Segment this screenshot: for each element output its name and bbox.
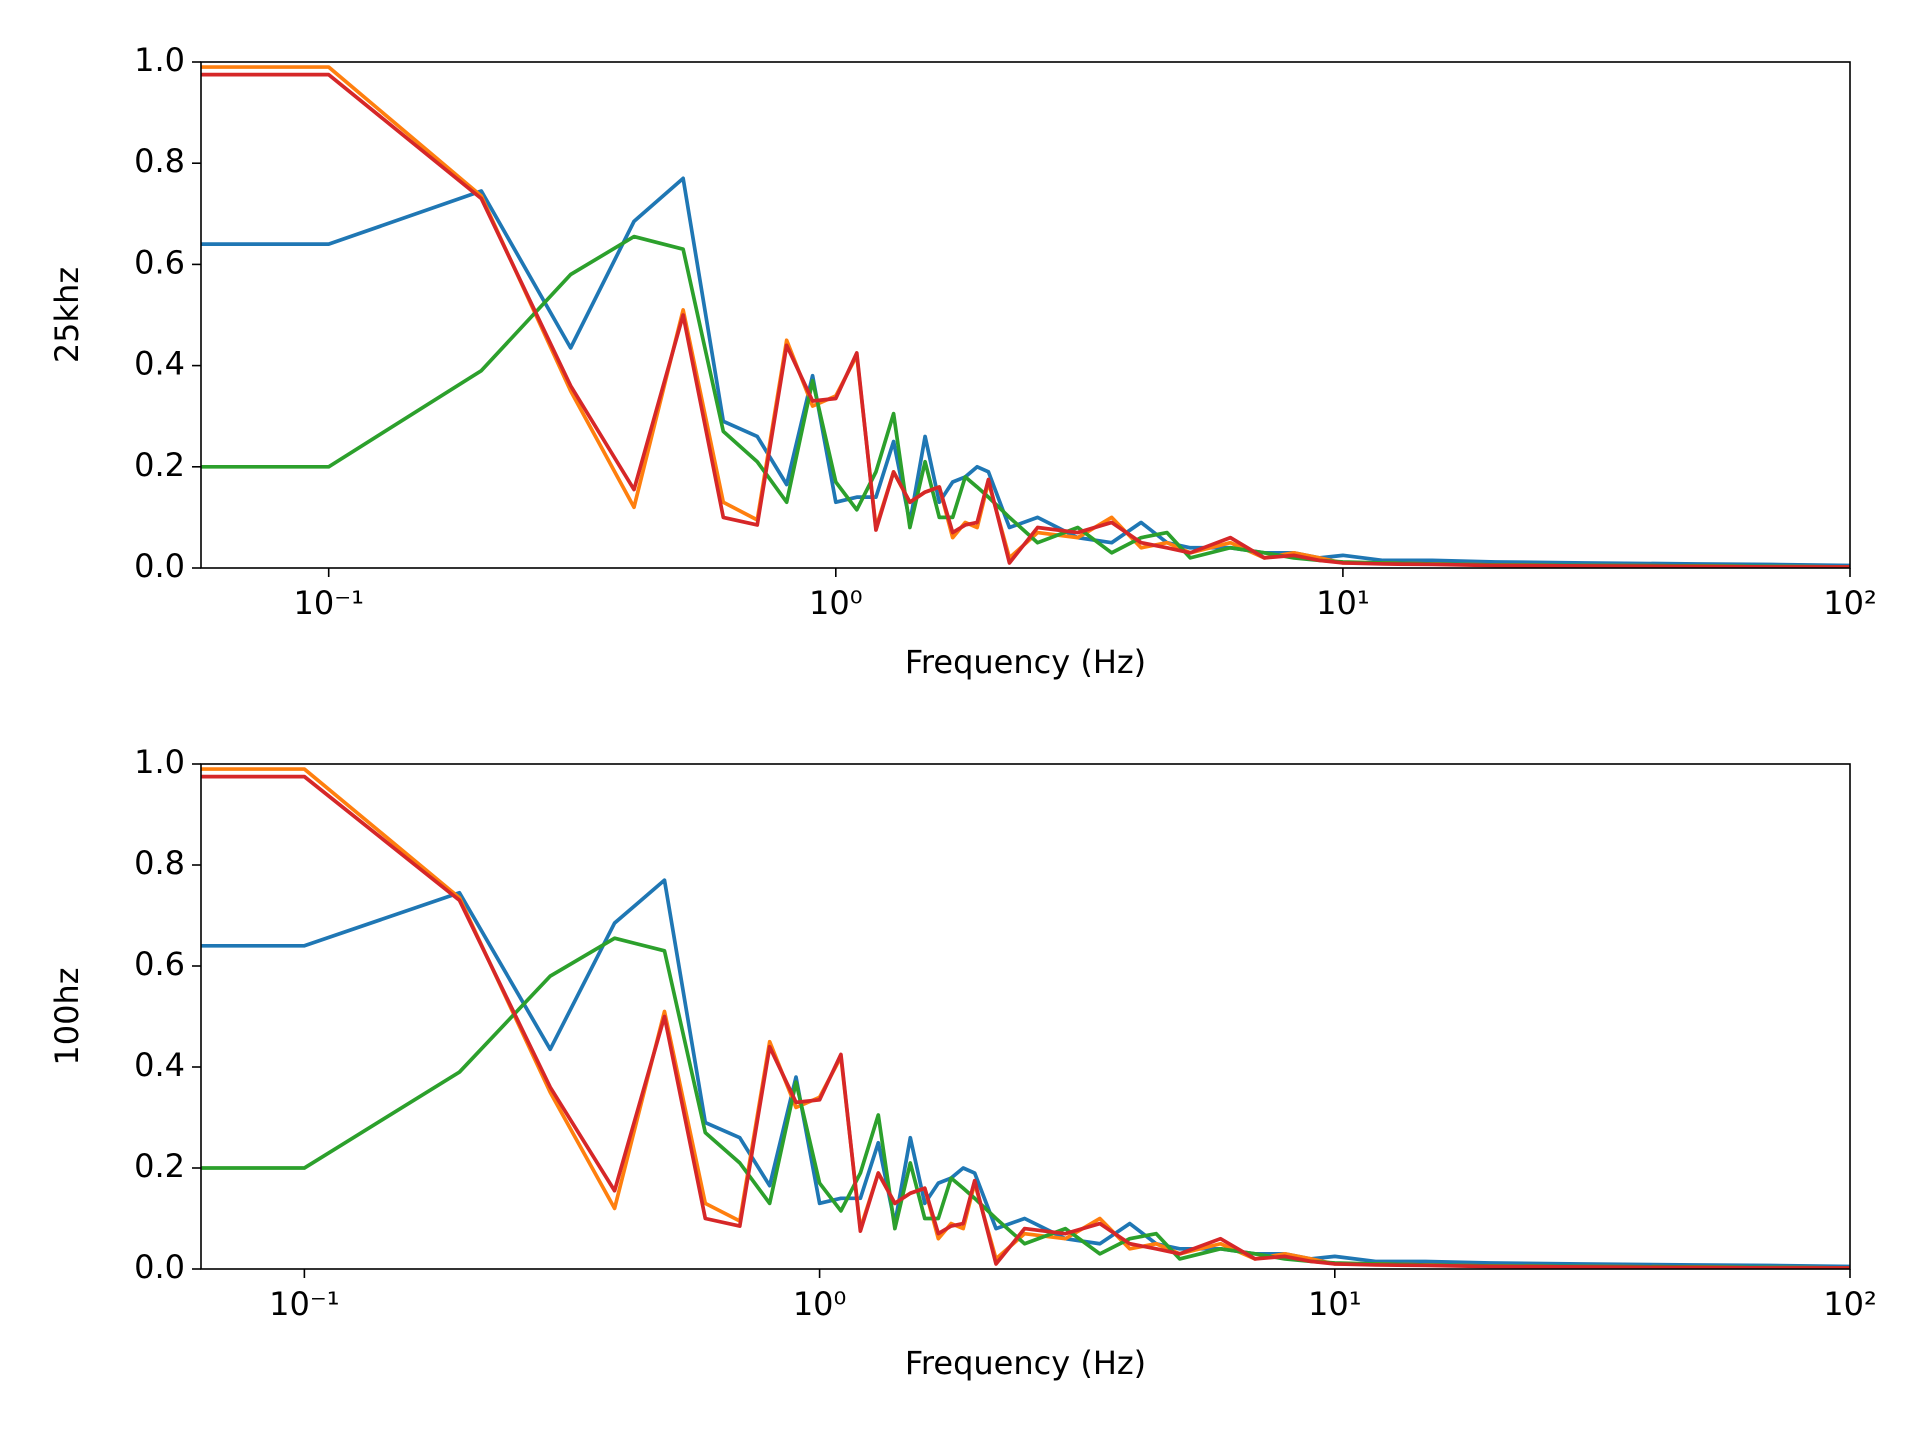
y-tick-label: 0.6: [134, 243, 185, 281]
series-line: [201, 65, 1850, 568]
series-line: [201, 878, 1850, 1269]
y-tick-label: 0.8: [134, 142, 185, 180]
axes-frame: [200, 61, 1851, 569]
y-tick-label: 0.8: [134, 844, 185, 882]
y-tick-label: 0.0: [134, 1248, 185, 1286]
x-tick-label: 10⁻¹: [269, 1285, 339, 1323]
y-tick-label: 0.2: [134, 446, 185, 484]
y-tick-label: 0.4: [134, 1046, 185, 1084]
subplot: 0.0 0.2 0.4 0.6 0.8 1.0 10⁻¹ 10⁰ 10¹ 10² Frequency…: [48, 743, 1877, 1382]
y-axis-label: 100hz: [48, 967, 86, 1065]
x-axis-label: Frequency (Hz): [905, 643, 1146, 681]
series-group: [201, 767, 1850, 1269]
y-tick-label: 0.0: [134, 547, 185, 585]
x-axis-label: Frequency (Hz): [905, 1344, 1146, 1382]
y-tick-label: 0.4: [134, 345, 185, 383]
y-tick-label: 0.6: [134, 945, 185, 983]
x-tick-label: 10⁻¹: [293, 584, 363, 622]
x-tick-label: 10²: [1823, 584, 1877, 622]
y-tick-label: 1.0: [134, 743, 185, 781]
x-tick-label: 10⁰: [793, 1285, 847, 1323]
series-line: [201, 234, 1850, 568]
axes-frame: [200, 763, 1851, 1270]
x-tick-label: 10¹: [1308, 1285, 1362, 1323]
y-tick-label: 1.0: [134, 41, 185, 79]
x-tick-label: 10¹: [1316, 584, 1370, 622]
series-line: [201, 72, 1850, 568]
y-axis-label: 25khz: [48, 267, 86, 363]
series-line: [201, 774, 1850, 1269]
subplot: 0.0 0.2 0.4 0.6 0.8 1.0 10⁻¹ 10⁰ 10¹ 10² Frequency…: [48, 41, 1877, 681]
series-line: [201, 176, 1850, 568]
series-line: [201, 936, 1850, 1269]
y-tick-label: 0.2: [134, 1147, 185, 1185]
series-line: [201, 767, 1850, 1269]
x-tick-label: 10²: [1823, 1285, 1877, 1323]
series-group: [201, 65, 1850, 568]
x-tick-label: 10⁰: [809, 584, 863, 622]
